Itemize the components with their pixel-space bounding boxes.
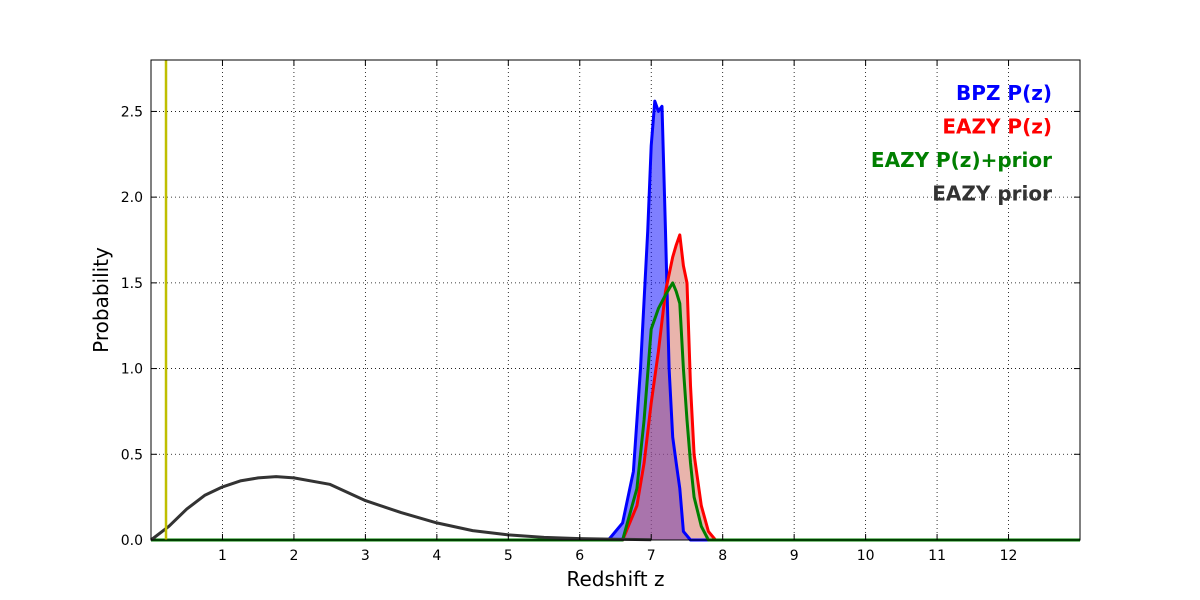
- x-tick-label: 4: [432, 548, 441, 564]
- x-tick-label: 11: [928, 548, 946, 564]
- x-tick-label: 7: [647, 548, 656, 564]
- y-tick-label: 0.0: [121, 533, 143, 549]
- y-tick-label: 0.5: [121, 447, 143, 463]
- x-tick-label: 12: [1000, 548, 1018, 564]
- series-line-eazy-p-z-prior: [151, 281, 1080, 542]
- plot-frame: [150, 59, 1081, 541]
- series-line-bpz-p-z: [151, 99, 1080, 542]
- x-tick-label: 1: [218, 548, 227, 564]
- x-tick-label: 6: [575, 548, 584, 564]
- x-tick-label: 9: [790, 548, 799, 564]
- x-tick-label: 10: [857, 548, 875, 564]
- series-line-eazy-p-z: [151, 233, 1080, 542]
- y-tick-label: 2.0: [121, 190, 143, 206]
- legend-entry-eazy-p-z-prior: EAZY P(z)+prior: [871, 148, 1052, 172]
- y-tick-label: 1.5: [121, 276, 143, 292]
- x-tick-label: 3: [361, 548, 370, 564]
- x-tick-label: 2: [289, 548, 298, 564]
- y-tick-label: 2.5: [121, 104, 143, 120]
- x-tick-label: 8: [718, 548, 727, 564]
- x-axis-label: Redshift z: [566, 567, 664, 591]
- x-tick-label: 5: [504, 548, 513, 564]
- series-line-eazy-prior: [150, 475, 652, 542]
- y-tick-label: 1.0: [121, 362, 143, 378]
- legend-entry-eazy-p-z: EAZY P(z): [942, 115, 1052, 139]
- y-axis-label: Probability: [89, 247, 113, 353]
- legend-entry-bpz-p-z: BPZ P(z): [956, 81, 1052, 105]
- legend-entry-eazy-prior: EAZY prior: [932, 182, 1052, 206]
